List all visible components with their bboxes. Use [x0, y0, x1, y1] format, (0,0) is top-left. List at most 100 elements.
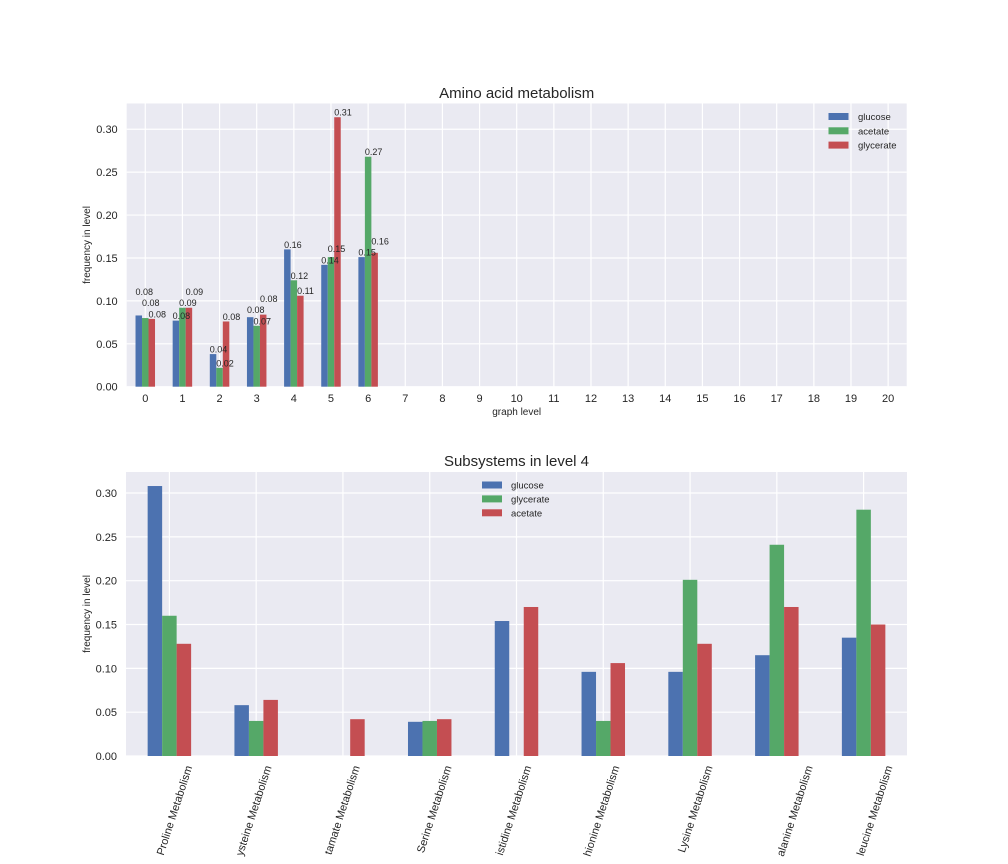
- y-tick-label: 0.15: [96, 620, 117, 632]
- legend: glucose glycerate acetate: [482, 481, 550, 519]
- y-tick-label: 0.25: [96, 167, 117, 179]
- bar-glucose-5: [321, 264, 328, 387]
- x-tick-label: 18: [808, 393, 820, 405]
- x-tick-label: 3: [254, 393, 260, 405]
- y-tick-label: 0.20: [96, 576, 117, 588]
- x-tick-label: 5: [328, 393, 334, 405]
- x-tick-label: 17: [771, 393, 783, 405]
- y-axis-label: frequency in level: [82, 575, 93, 653]
- bar-acetate-8: [870, 624, 886, 756]
- bar-value-label-glycerate-1: 0.09: [186, 287, 204, 297]
- y-tick-label: 0.25: [96, 532, 117, 544]
- bar-value-label-glucose-2: 0.04: [210, 345, 228, 355]
- x-axis-label: graph level: [492, 407, 541, 418]
- bar-glycerate-3: [259, 314, 267, 387]
- x-tick-label: 19: [845, 393, 857, 405]
- y-tick-label: 0.15: [96, 253, 117, 265]
- bar-glycerate-1: [248, 720, 264, 756]
- bar-value-label-acetate-6: 0.27: [365, 147, 383, 157]
- legend-label-glucose: glucose: [858, 112, 891, 123]
- legend-label-acetate: acetate: [858, 126, 889, 137]
- bar-acetate-1: [263, 699, 278, 756]
- bars-layer: [135, 117, 378, 387]
- legend-label-glycerate: glycerate: [858, 141, 897, 152]
- chart-title: Subsystems in level 4: [444, 453, 589, 470]
- y-tick-label: 0.00: [96, 382, 117, 394]
- y-axis-label: frequency in level: [82, 206, 93, 284]
- bar-glucose-4: [494, 621, 510, 756]
- bar-acetate-0: [176, 643, 192, 756]
- bar-glycerate-7: [769, 544, 785, 756]
- bar-glucose-3: [246, 317, 254, 387]
- x-tick-label: 10: [511, 393, 523, 405]
- bar-value-label-glycerate-0: 0.08: [149, 309, 167, 319]
- bar-glycerate-6: [682, 579, 698, 756]
- x-tick-label: 9: [476, 393, 482, 405]
- bar-acetate-5: [610, 663, 626, 756]
- bar-value-label-glycerate-6: 0.16: [371, 236, 389, 246]
- bar-glycerate-8: [856, 509, 871, 756]
- bar-value-label-glycerate-2: 0.08: [223, 312, 241, 322]
- bars-layer: [147, 486, 886, 756]
- bar-value-label-glycerate-5: 0.31: [334, 108, 352, 118]
- x-tick-label: 13: [622, 393, 634, 405]
- bar-value-label-acetate-4: 0.12: [291, 271, 309, 281]
- bar-glycerate-0: [162, 615, 177, 756]
- legend-swatch-glycerate: [482, 495, 502, 503]
- x-tick-label: 8: [439, 393, 445, 405]
- bar-glycerate-4: [297, 295, 304, 387]
- bar-value-label-acetate-1: 0.09: [179, 298, 197, 308]
- x-tick-label: 12: [585, 393, 597, 405]
- x-tick-label: 15: [696, 393, 708, 405]
- bar-acetate-0: [142, 318, 149, 387]
- bar-glucose-2: [209, 354, 217, 387]
- bar-value-label-glucose-1: 0.08: [173, 311, 191, 321]
- x-tick-label: 20: [882, 393, 894, 405]
- bar-value-label-glycerate-3: 0.08: [260, 294, 278, 304]
- legend-swatch-glucose: [482, 481, 502, 489]
- bar-glucose-0: [147, 486, 163, 756]
- x-tick-label: 11: [548, 393, 559, 405]
- bar-acetate-4: [290, 280, 298, 387]
- y-tick-label: 0.10: [96, 663, 117, 675]
- chart-title: Amino acid metabolism: [439, 85, 594, 102]
- bar-acetate-1: [179, 307, 186, 387]
- legend-swatch-acetate: [828, 127, 849, 135]
- bar-acetate-2: [350, 719, 365, 756]
- bar-acetate-7: [784, 606, 799, 756]
- x-tick-label: 14: [659, 393, 671, 405]
- bar-glucose-1: [234, 705, 249, 756]
- bar-glucose-6: [358, 257, 365, 387]
- x-tick-label: 2: [216, 393, 222, 405]
- x-tick-label: 6: [365, 393, 371, 405]
- bar-glucose-6: [668, 671, 683, 756]
- legend-swatch-acetate: [482, 509, 502, 517]
- bar-glycerate-3: [422, 720, 437, 756]
- bar-value-label-glucose-3: 0.08: [247, 305, 265, 315]
- bar-acetate-3: [436, 719, 452, 756]
- x-tick-label: 4: [291, 393, 297, 405]
- y-tick-label: 0.20: [96, 210, 117, 222]
- bar-glycerate-5: [596, 720, 611, 756]
- y-tick-label: 0.00: [96, 751, 117, 763]
- bar-value-label-glucose-4: 0.16: [284, 240, 302, 250]
- y-tick-label: 0.05: [96, 339, 117, 351]
- bar-acetate-6: [697, 643, 712, 756]
- chart-amino-acid-metabolism: 0.000.050.100.150.200.250.300 1 2 3 4 5 6 7 8 9 10…: [82, 85, 907, 418]
- legend: glucose acetate glycerate: [828, 112, 897, 152]
- x-tick-label: 7: [402, 393, 408, 405]
- x-tick-label: 16: [733, 393, 745, 405]
- bar-acetate-3: [253, 325, 260, 387]
- bar-value-label-acetate-3: 0.07: [253, 316, 271, 326]
- bar-acetate-4: [523, 606, 539, 756]
- legend-label-glucose: glucose: [511, 481, 544, 492]
- bar-value-label-glycerate-4: 0.11: [297, 286, 314, 296]
- bar-value-label-glucose-5: 0.14: [321, 255, 339, 265]
- bar-value-label-glucose-6: 0.15: [358, 248, 376, 258]
- bar-glucose-4: [284, 249, 291, 387]
- y-tick-label: 0.05: [96, 707, 117, 719]
- bar-acetate-6: [364, 156, 372, 387]
- x-tick-label: 1: [179, 393, 185, 405]
